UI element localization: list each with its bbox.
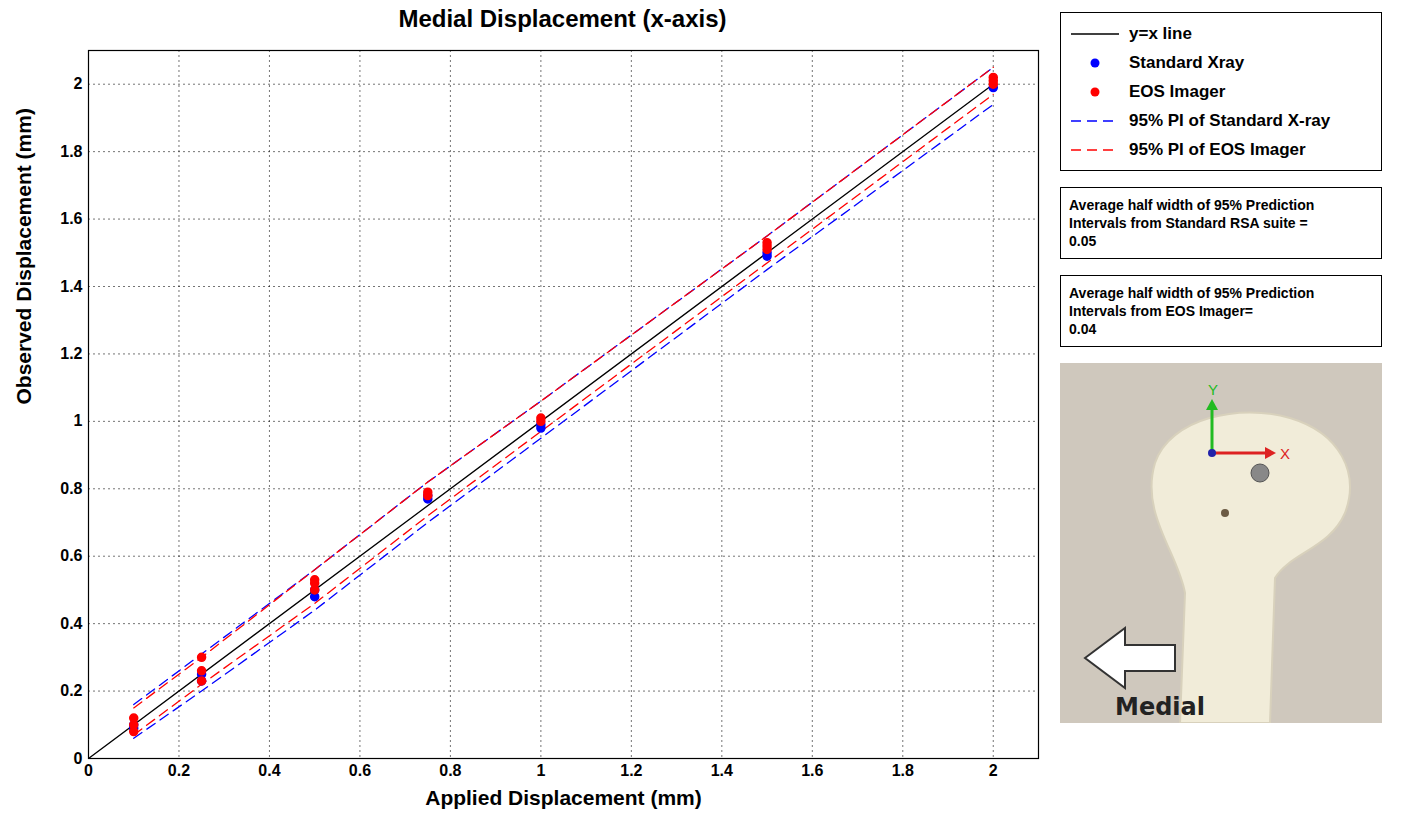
html-text:Medial Displacement (x-axis): Medial Displacement (x-axis) [398, 5, 727, 32]
svg-text:0.2: 0.2 [168, 762, 190, 779]
svg-text:0.8: 0.8 [439, 762, 461, 779]
html-text:EOS Imager: EOS Imager [1129, 81, 1226, 101]
svg-text:0.6: 0.6 [349, 762, 371, 779]
svg-text:2: 2 [74, 75, 83, 92]
svg-text:0: 0 [74, 750, 83, 767]
svg-text:2: 2 [989, 762, 998, 779]
svg-text:0: 0 [84, 762, 93, 779]
svg-text:Applied Displacement (mm): Applied Displacement (mm) [425, 786, 702, 809]
svg-text:0.4: 0.4 [258, 762, 280, 779]
svg-text:1.4: 1.4 [60, 278, 82, 295]
html-text:0.04: 0.04 [1069, 321, 1097, 337]
html-text:Average half width of 95% Pred: Average half width of 95% Prediction Int… [1069, 197, 1315, 231]
svg-text:1.2: 1.2 [620, 762, 642, 779]
svg-text:0.4: 0.4 [60, 615, 82, 632]
html-text:y=x line: y=x line [1129, 23, 1192, 43]
svg-text:0.2: 0.2 [60, 682, 82, 699]
svg-text:1.8: 1.8 [60, 143, 82, 160]
svg-text:1.2: 1.2 [60, 345, 82, 362]
svg-text:1: 1 [74, 412, 83, 429]
html-text:0.05: 0.05 [1069, 233, 1097, 249]
svg-text:X: X [1280, 445, 1290, 462]
html-text:Standard Xray: Standard Xray [1129, 52, 1245, 72]
svg-text:Y: Y [1208, 381, 1218, 398]
svg-text:1.4: 1.4 [711, 762, 733, 779]
svg-text:1: 1 [536, 762, 545, 779]
svg-text:1.6: 1.6 [60, 210, 82, 227]
svg-text:0.6: 0.6 [60, 547, 82, 564]
html-text:95% PI of Standard X-ray: 95% PI of Standard X-ray [1129, 110, 1331, 130]
svg-text:Medial: Medial [1115, 693, 1205, 721]
svg-text:1.8: 1.8 [892, 762, 914, 779]
svg-text:Observed Displacement (mm): Observed Displacement (mm) [12, 108, 35, 404]
html-text:95% PI of EOS Imager: 95% PI of EOS Imager [1129, 139, 1306, 159]
svg-text:0.8: 0.8 [60, 480, 82, 497]
html-text:Average half width of 95% Pred: Average half width of 95% Prediction Int… [1069, 285, 1315, 319]
svg-text:1.6: 1.6 [801, 762, 823, 779]
